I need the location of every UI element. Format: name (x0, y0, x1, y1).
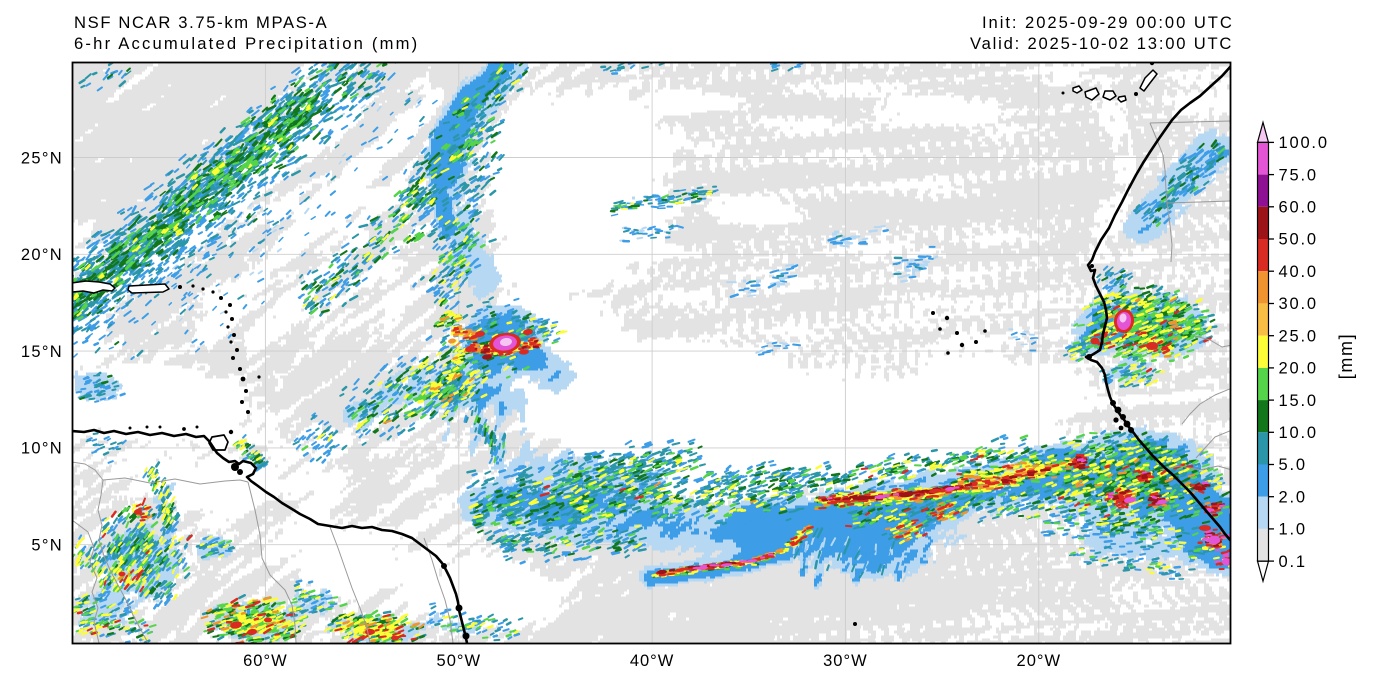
svg-text:100.0: 100.0 (1279, 134, 1329, 152)
svg-text:75.0: 75.0 (1279, 166, 1318, 184)
svg-text:6-hr Accumulated Precipitation: 6-hr Accumulated Precipitation (mm) (74, 34, 419, 53)
svg-text:10°N: 10°N (21, 440, 63, 458)
svg-text:20°N: 20°N (21, 246, 63, 264)
svg-text:25.0: 25.0 (1279, 327, 1318, 345)
svg-text:50°W: 50°W (437, 652, 482, 670)
svg-text:Init: 2025-09-29 00:00 UTC: Init: 2025-09-29 00:00 UTC (982, 13, 1234, 32)
svg-text:25°N: 25°N (21, 149, 63, 167)
svg-text:2.0: 2.0 (1279, 488, 1307, 506)
svg-text:5°N: 5°N (31, 537, 63, 555)
svg-text:1.0: 1.0 (1279, 521, 1307, 539)
svg-text:[mm]: [mm] (1336, 333, 1356, 379)
svg-text:60°W: 60°W (243, 652, 288, 670)
svg-text:30°W: 30°W (823, 652, 868, 670)
svg-text:0.1: 0.1 (1279, 553, 1307, 571)
svg-text:NSF NCAR 3.75-km MPAS-A: NSF NCAR 3.75-km MPAS-A (74, 13, 328, 32)
svg-text:15°N: 15°N (21, 343, 63, 361)
svg-text:15.0: 15.0 (1279, 392, 1318, 410)
svg-text:20.0: 20.0 (1279, 360, 1318, 378)
svg-text:30.0: 30.0 (1279, 295, 1318, 313)
svg-text:10.0: 10.0 (1279, 424, 1318, 442)
svg-text:Valid: 2025-10-02 13:00 UTC: Valid: 2025-10-02 13:00 UTC (970, 34, 1233, 53)
svg-text:40.0: 40.0 (1279, 263, 1318, 281)
svg-text:60.0: 60.0 (1279, 199, 1318, 217)
svg-text:40°W: 40°W (630, 652, 675, 670)
svg-text:5.0: 5.0 (1279, 456, 1307, 474)
svg-text:50.0: 50.0 (1279, 231, 1318, 249)
svg-text:20°W: 20°W (1017, 652, 1062, 670)
